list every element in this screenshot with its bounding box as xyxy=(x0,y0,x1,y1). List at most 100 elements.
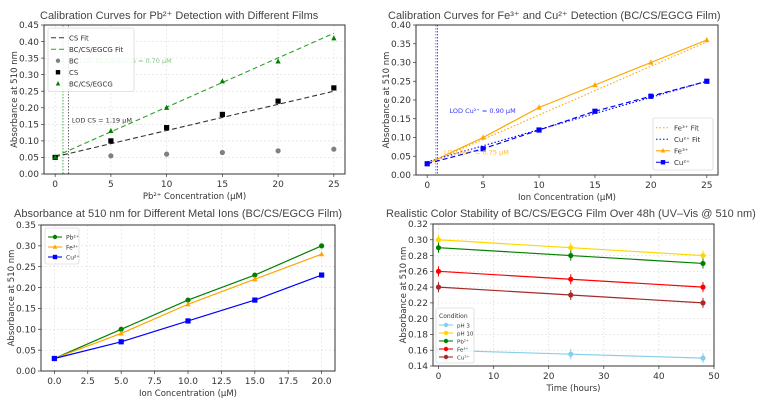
data-point xyxy=(219,111,225,117)
x-tick-label: 20 xyxy=(543,372,555,382)
x-axis-label: Ion Concentration (µM) xyxy=(139,389,237,399)
legend-marker xyxy=(443,338,449,344)
y-tick-label: 0.25 xyxy=(391,77,411,87)
x-tick-label: 10 xyxy=(488,372,500,382)
x-tick-label: 0.0 xyxy=(47,377,62,387)
y-tick-label: 0.35 xyxy=(19,54,39,64)
x-tick-label: 15 xyxy=(589,181,600,191)
data-point xyxy=(52,154,58,160)
legend-label: BC xyxy=(69,57,79,65)
chart-1: 0 5 10 15 20 25 0.00 0.05 0.10 0.15 0.20 0.25 0.30 0.… xyxy=(10,21,346,202)
legend-marker xyxy=(52,234,58,240)
legend-item: Fe³⁺ xyxy=(439,347,468,354)
data-point xyxy=(118,326,124,332)
x-axis-label: Pb²⁺ Concentration (µM) xyxy=(143,192,246,202)
legend-marker xyxy=(443,354,449,360)
y-tick-label: 0.05 xyxy=(391,152,411,162)
x-tick-label: 50 xyxy=(708,372,720,382)
legend-label: CS xyxy=(69,69,79,77)
data-point xyxy=(536,104,542,110)
y-tick-label: 0.30 xyxy=(391,59,411,69)
legend-marker xyxy=(52,254,58,260)
data-point xyxy=(185,301,191,307)
x-tick-label: 10 xyxy=(533,181,545,191)
y-tick-label: 0.40 xyxy=(391,21,411,31)
annotation: LOD Fe³⁺ = 0.75 µM xyxy=(444,148,509,156)
data-point xyxy=(435,268,442,274)
x-tick-label: 5 xyxy=(480,181,486,191)
x-tick-label: 10.0 xyxy=(178,377,198,387)
legend-marker xyxy=(443,346,449,352)
y-tick-label: 0.10 xyxy=(16,325,36,335)
legend-label: Cu²⁺ xyxy=(66,255,80,262)
y-tick-label: 0.18 xyxy=(408,331,428,341)
x-tick-label: 12.5 xyxy=(211,377,231,387)
legend-label: BC/CS/EGCG xyxy=(69,80,113,88)
data-point xyxy=(704,36,710,43)
x-tick-label: 0 xyxy=(424,181,430,191)
data-point xyxy=(700,355,706,361)
axes-frame xyxy=(432,223,715,367)
legend-marker xyxy=(55,81,61,86)
chart2-title: Calibration Curves for Fe³⁺ and Cu²⁺ Det… xyxy=(388,10,721,22)
data-point xyxy=(568,252,574,259)
data-point xyxy=(164,104,170,110)
y-tick-label: 0.14 xyxy=(408,362,428,372)
data-point xyxy=(275,98,281,104)
axes-frame xyxy=(415,24,719,176)
data-point xyxy=(700,284,706,290)
legend-item: Cu²⁺ xyxy=(439,355,470,362)
y-tick-label: 0.10 xyxy=(19,137,39,147)
chart1-title: Calibration Curves for Pb²⁺ Detection wi… xyxy=(40,10,319,22)
data-point xyxy=(219,149,225,156)
data-point xyxy=(275,58,281,64)
data-point xyxy=(185,297,191,303)
data-point xyxy=(648,59,654,65)
y-tick-label: 0.35 xyxy=(16,221,36,231)
y-tick-label: 0.25 xyxy=(16,263,36,273)
legend-item: Fe³⁺ xyxy=(656,147,689,155)
legend-label: Pb²⁺ xyxy=(457,339,469,346)
legend-marker xyxy=(55,70,61,75)
annotation: LOD Cu²⁺ = 0.90 µM xyxy=(450,107,516,115)
x-tick-label: 5.0 xyxy=(114,377,129,387)
y-tick-label: 0.35 xyxy=(391,40,411,50)
y-axis-label: Absorbance at 510 nm xyxy=(10,51,20,148)
y-tick-label: 0.05 xyxy=(19,154,39,164)
y-tick-label: 0.40 xyxy=(19,38,39,48)
legend-item: Pb²⁺ xyxy=(439,339,469,346)
legend-label: Fe³⁺ xyxy=(674,147,689,155)
x-tick-label: 30 xyxy=(598,372,610,382)
legend: CS Fit BC/CS/EGCG Fit BC CS BC/CS/EGCG xyxy=(47,27,135,92)
legend-marker xyxy=(443,322,449,328)
legend-item: Fe³⁺ Fit xyxy=(656,124,699,132)
x-tick-label: 40 xyxy=(653,372,665,382)
data-point xyxy=(252,297,258,303)
x-tick-label: 25 xyxy=(328,180,339,190)
data-point xyxy=(331,85,337,91)
y-tick-label: 0.30 xyxy=(16,242,36,252)
y-tick-label: 0.20 xyxy=(19,104,39,114)
legend-item: CS Fit xyxy=(51,34,89,42)
y-tick-label: 0.25 xyxy=(19,87,39,97)
x-tick-label: 15 xyxy=(217,180,228,190)
y-tick-label: 0.28 xyxy=(408,252,428,262)
data-point xyxy=(252,276,258,282)
legend-label: Fe³⁺ xyxy=(66,245,78,252)
data-point xyxy=(164,125,170,131)
legend-item: pH 3 xyxy=(439,322,470,330)
data-point xyxy=(275,148,281,154)
y-tick-label: 0.24 xyxy=(408,283,428,293)
legend-item: CS xyxy=(55,69,79,77)
y-tick-label: 0.30 xyxy=(408,236,428,246)
data-point xyxy=(108,127,114,134)
x-axis-label: Ion Concentration (µM) xyxy=(518,193,616,203)
y-tick-label: 0.10 xyxy=(391,134,411,144)
data-point xyxy=(568,292,574,298)
data-point xyxy=(331,35,337,41)
legend-marker xyxy=(52,244,58,249)
x-tick-label: 10 xyxy=(161,180,173,190)
legend-marker xyxy=(55,58,61,63)
data-point xyxy=(435,245,442,251)
